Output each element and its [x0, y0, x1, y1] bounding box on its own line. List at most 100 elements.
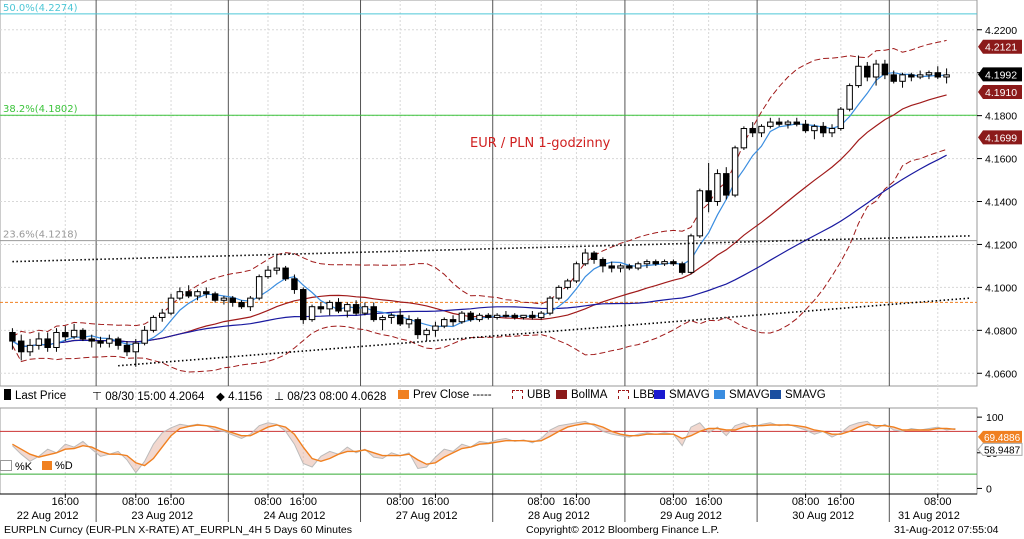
candle-body [687, 235, 695, 273]
candle-body [62, 331, 69, 338]
price-tag [978, 39, 1022, 54]
main-panel-frame [0, 0, 978, 387]
candle-body [467, 312, 474, 321]
candle-body [370, 306, 377, 321]
osc-legend-k[interactable]: %K [0, 460, 32, 473]
legend-last-price[interactable]: Last Price [4, 389, 66, 402]
candle-body [529, 314, 536, 318]
footer-security: EURPLN Curncy (EUR-PLN X-RATE) AT_EURPLN… [4, 524, 352, 536]
fib-label: 50.0%(4.2274) [3, 3, 78, 14]
candle-body [828, 128, 836, 134]
legend-smavg-2[interactable]: SMAVG [714, 389, 770, 401]
time-axis [0, 493, 977, 498]
candle-body [282, 267, 289, 280]
osc-tag [978, 430, 1022, 443]
ubb-swatch [512, 390, 523, 399]
legend-smavg-1[interactable]: SMAVG [654, 389, 710, 401]
candle-body [441, 319, 448, 327]
legend-smavg-3[interactable]: SMAVG [770, 389, 826, 401]
candle-body [379, 316, 386, 321]
x-time-label: 08:00 [254, 496, 282, 508]
candle-body [511, 314, 518, 318]
osc-d-line [12, 422, 956, 467]
candle-body [714, 173, 721, 203]
legend-bar: Last Price ⊤ 08/30 15:00 4.2064 ◆ 4.1156… [0, 386, 978, 406]
candle-body [802, 123, 809, 132]
candle-body [661, 261, 668, 265]
candle-body [493, 314, 501, 318]
price-axis: 4.22004.20004.18004.16004.14004.12004.10… [977, 25, 1022, 380]
candle-body [396, 314, 404, 325]
y-tick-label: 4.1000 [985, 282, 1017, 294]
candle-body [141, 329, 148, 344]
osc-tag [977, 442, 1023, 456]
smavg-1-swatch [654, 390, 665, 399]
indicator-lines [11, 39, 947, 373]
candle-body [458, 312, 466, 323]
candle-body [308, 306, 316, 321]
smavg-3-swatch [770, 390, 781, 399]
x-time-label: 08:00 [122, 496, 150, 508]
osc-y-tick-label: 0 [986, 483, 992, 495]
candle-body [855, 65, 862, 87]
candle-body [273, 267, 281, 271]
candle-icon [4, 389, 11, 400]
candle-body [300, 289, 307, 321]
price-tag [978, 67, 1022, 82]
price-tag-label: 4.1699 [985, 132, 1017, 144]
candle-body [546, 297, 554, 314]
candle-body [361, 306, 369, 314]
fib-levels: 50.0%(4.2274) 38.2%(4.1802) 23.6%(4.1218) [0, 3, 977, 303]
candle-body [352, 304, 360, 314]
x-time-label: 08:00 [659, 496, 688, 508]
candle-body [723, 173, 730, 196]
price-tag-label: 4.1992 [985, 69, 1017, 81]
candles [9, 55, 950, 367]
candle-body [608, 265, 615, 269]
candle-body [70, 329, 78, 338]
legend-low: ⊥ 08/23 08:00 4.0628 [274, 391, 387, 403]
legend-bollma[interactable]: BollMA [556, 389, 607, 401]
candle-body [819, 125, 827, 134]
candle-body [881, 63, 889, 76]
legend-ubb[interactable]: UBB [512, 389, 551, 401]
price-tag-label: 4.1910 [985, 87, 1017, 99]
x-time-label: 08:00 [924, 496, 952, 508]
candle-body [405, 319, 413, 325]
candle-body [35, 338, 43, 346]
candle-body [344, 304, 351, 312]
price-tag-label: 4.2121 [985, 42, 1017, 54]
candle-body [599, 258, 607, 267]
candle-body [925, 72, 933, 76]
x-date-label: 29 Aug 2012 [660, 510, 722, 522]
candle-body [449, 319, 457, 323]
candle-body [114, 338, 122, 346]
candle-body [784, 121, 792, 125]
candle-body [326, 301, 333, 310]
candle-body [203, 291, 210, 295]
candle-body [150, 316, 157, 331]
candle-body [388, 314, 395, 318]
candle-body [123, 344, 131, 353]
d-swatch [42, 461, 52, 470]
bollma-swatch [556, 390, 567, 399]
grid-layer [0, 0, 978, 522]
y-tick-label: 4.1800 [985, 111, 1017, 123]
x-time-label: 16:00 [289, 496, 317, 508]
x-date-label: 23 Aug 2012 [131, 510, 194, 522]
candle-body [432, 325, 439, 331]
osc-y-tick-label: 100 [986, 412, 1004, 424]
fib-label: 23.6%(4.1218) [3, 230, 78, 241]
legend-prev-close[interactable]: Prev Close ----- [398, 389, 492, 401]
candle-body [634, 263, 642, 269]
osc-legend-d[interactable]: %D [42, 460, 73, 472]
candle-body [229, 297, 236, 303]
trend-line [12, 235, 971, 263]
candle-body [158, 312, 166, 318]
candle-body [476, 314, 483, 321]
upper-bollinger-band [12, 39, 947, 338]
legend-lbb[interactable]: LBB [618, 389, 655, 401]
candle-body [740, 128, 748, 149]
